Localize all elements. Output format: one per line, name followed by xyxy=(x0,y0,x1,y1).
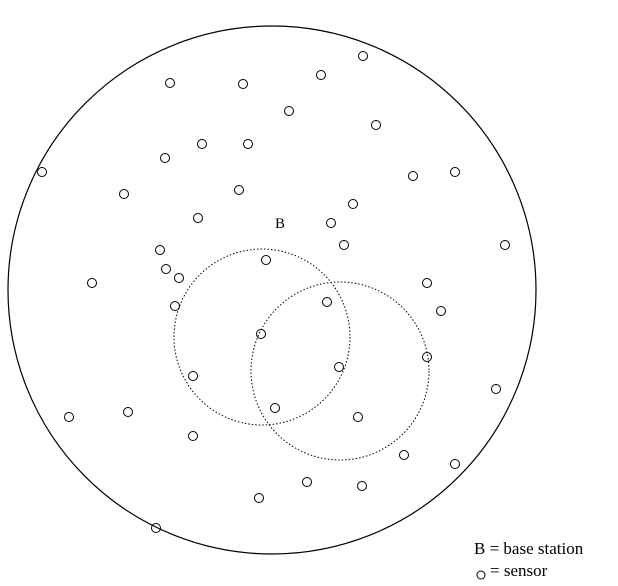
sensor-node xyxy=(188,431,198,441)
legend-sensor-icon xyxy=(476,570,486,580)
sensor-node xyxy=(160,153,170,163)
sensor-node xyxy=(339,240,349,250)
sensor-node xyxy=(353,412,363,422)
sensor-node xyxy=(500,240,510,250)
base-station-label: B xyxy=(275,216,285,232)
sensor-node xyxy=(357,481,367,491)
sensor-node xyxy=(371,120,381,130)
sensor-node xyxy=(254,493,264,503)
range-circle-right xyxy=(250,281,430,461)
sensor-node xyxy=(422,352,432,362)
sensor-node xyxy=(151,523,161,533)
sensor-node xyxy=(197,139,207,149)
sensor-node xyxy=(123,407,133,417)
sensor-node xyxy=(238,79,248,89)
sensor-node xyxy=(450,167,460,177)
sensor-node xyxy=(270,403,280,413)
legend-sensor-label: = sensor xyxy=(490,561,548,580)
sensor-node xyxy=(302,477,312,487)
sensor-node xyxy=(193,213,203,223)
sensor-node xyxy=(348,199,358,209)
sensor-node xyxy=(161,264,171,274)
sensor-node xyxy=(284,106,294,116)
legend-base-station: B = base station xyxy=(474,539,584,558)
sensor-node xyxy=(170,301,180,311)
sensor-node xyxy=(37,167,47,177)
sensor-node xyxy=(165,78,175,88)
sensor-node xyxy=(64,412,74,422)
sensor-node xyxy=(358,51,368,61)
range-circle-left xyxy=(173,248,351,426)
sensor-node xyxy=(322,297,332,307)
sensor-node xyxy=(491,384,501,394)
sensor-node xyxy=(87,278,97,288)
sensor-node xyxy=(450,459,460,469)
sensor-node xyxy=(334,362,344,372)
sensor-node xyxy=(436,306,446,316)
sensor-node xyxy=(316,70,326,80)
sensor-node xyxy=(399,450,409,460)
sensor-group xyxy=(37,51,510,533)
sensor-node xyxy=(261,255,271,265)
sensor-node xyxy=(174,273,184,283)
field-boundary-circle xyxy=(7,25,537,555)
sensor-node xyxy=(155,245,165,255)
sensor-node xyxy=(234,185,244,195)
sensor-node xyxy=(422,278,432,288)
sensor-node xyxy=(188,371,198,381)
sensor-node xyxy=(243,139,253,149)
sensor-node xyxy=(408,171,418,181)
sensor-node xyxy=(326,218,336,228)
sensor-node xyxy=(119,189,129,199)
sensor-node xyxy=(256,329,266,339)
